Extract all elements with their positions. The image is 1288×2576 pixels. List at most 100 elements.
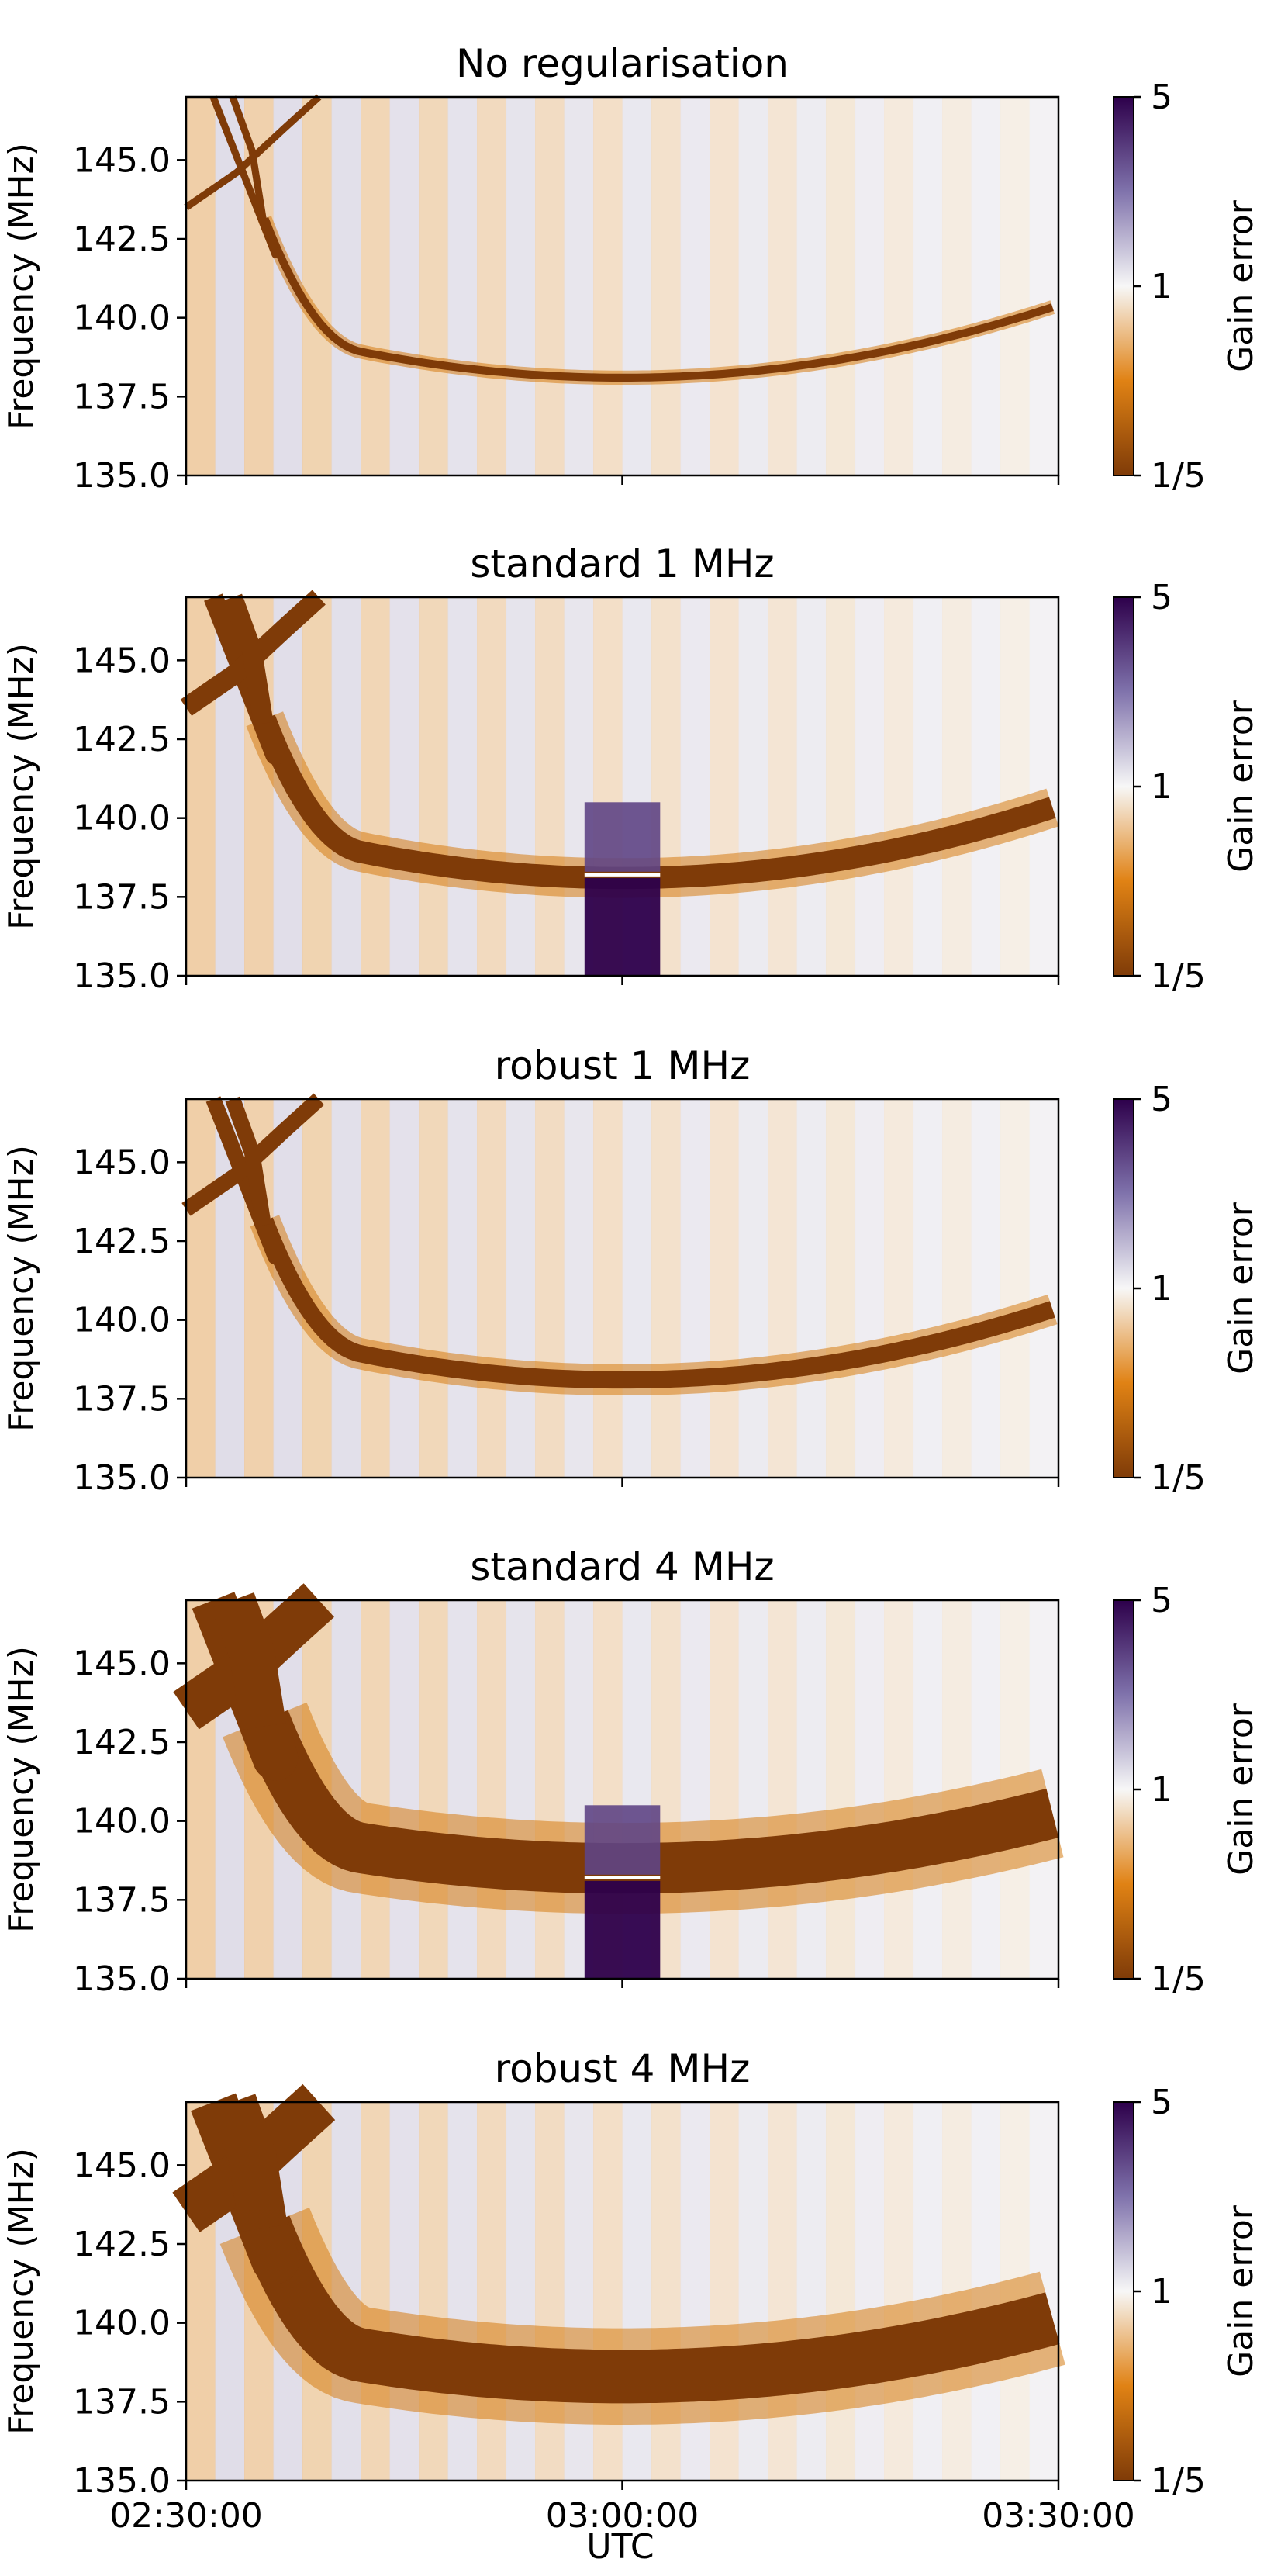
y-tick-label: 142.5: [73, 720, 171, 759]
heatmap-panel-4: standard 4 MHz 135.0 137.5 140.0 142.5 145.0 F…: [2, 1544, 1261, 1999]
y-axis-label: Frequency (MHz): [2, 2148, 41, 2435]
time-bin-cell: [506, 97, 536, 475]
time-bin-cell: [1029, 1099, 1059, 1478]
colorbar: [1113, 1098, 1134, 1478]
time-bin-cell: [884, 1099, 914, 1478]
x-tick-label: 03:30:00: [982, 2496, 1135, 2536]
time-bin-cell: [535, 2102, 565, 2481]
colorbar-tick-label: 1/5: [1151, 1458, 1206, 1498]
heatmap-panel-3: robust 1 MHz 135.0 137.5 140.0 142.5 145.0 Fre…: [2, 1043, 1261, 1498]
time-bin-cell: [942, 1099, 972, 1478]
time-bin-cell: [535, 1099, 565, 1478]
crossing-branch-3: [229, 95, 268, 224]
overshoot-region: [584, 877, 661, 976]
crossing-branch-3: [223, 593, 274, 725]
time-bin-cell: [796, 1099, 827, 1478]
time-bin-cell: [419, 97, 449, 475]
y-tick-label: 135.0: [73, 1959, 171, 1999]
y-tick-label: 142.5: [73, 1723, 171, 1762]
y-tick-label: 145.0: [73, 641, 171, 680]
time-bin-cell: [361, 97, 391, 475]
time-bin-cell: [447, 2102, 478, 2481]
time-bin-cell: [884, 597, 914, 976]
figure-xlabel: UTC: [586, 2527, 654, 2567]
time-bin-cell: [913, 2102, 943, 2481]
time-bin-cell: [796, 597, 827, 976]
x-tick-label: 03:00:00: [546, 2496, 699, 2536]
time-bin-cell: [389, 1099, 420, 1478]
time-bin-cell: [419, 1600, 449, 1979]
time-bin-cell: [913, 97, 943, 475]
time-bin-cell: [419, 1099, 449, 1478]
time-bin-cell: [1000, 597, 1031, 976]
time-bin-cell: [971, 597, 1001, 976]
heatmap-panel-1: No regularisation 135.0 137.5 140.0 142.5 145…: [2, 41, 1261, 496]
colorbar-label: Gain error: [1221, 700, 1261, 873]
time-bin-cell: [1000, 97, 1031, 475]
time-bin-cell: [680, 597, 710, 976]
y-axis-label: Frequency (MHz): [2, 1646, 41, 1933]
x-tick-label: 02:30:00: [109, 2496, 263, 2536]
time-bin-cell: [622, 1099, 652, 1478]
time-bin-cell: [855, 2102, 885, 2481]
time-bin-cell: [710, 2102, 740, 2481]
time-bin-cell: [884, 1600, 914, 1979]
resonance-arc: [240, 2215, 1060, 2404]
y-tick-label: 135.0: [73, 956, 171, 996]
y-tick-label: 137.5: [73, 1379, 171, 1419]
time-bin-cell: [971, 1099, 1001, 1478]
colorbar-tick-label: 1: [1151, 1770, 1172, 1810]
time-bin-cell: [186, 2102, 216, 2481]
time-bin-cell: [738, 597, 768, 976]
y-tick-label: 135.0: [73, 1458, 171, 1498]
overshoot-upper: [584, 802, 661, 872]
colorbar-label: Gain error: [1221, 1202, 1261, 1374]
time-bin-cell: [477, 1099, 507, 1478]
heatmap-panel-5: robust 4 MHz 135.0 137.5 140.0 142.5 145.0 Fre…: [2, 2046, 1261, 2536]
colorbar-label: Gain error: [1221, 2204, 1261, 2377]
colorbar-tick-label: 5: [1151, 78, 1172, 117]
colorbar: [1113, 1599, 1134, 1980]
colorbar: [1113, 2101, 1134, 2481]
resonance-arc: [256, 1217, 1055, 1389]
time-bin-cell: [389, 1600, 420, 1979]
time-bin-cell: [1000, 1099, 1031, 1478]
time-bin-cell: [855, 1600, 885, 1979]
y-tick-label: 137.5: [73, 1880, 171, 1920]
time-bin-cell: [535, 1600, 565, 1979]
overshoot-region: [584, 1880, 661, 1979]
time-bin-cell: [826, 1600, 856, 1979]
time-bin-cell: [768, 1099, 798, 1478]
panel-title: standard 4 MHz: [470, 1544, 774, 1589]
time-bin-cell: [796, 2102, 827, 2481]
panel-title: robust 1 MHz: [495, 1043, 751, 1088]
time-bin-cell: [680, 97, 710, 475]
time-bin-cell: [535, 597, 565, 976]
time-bin-cell: [768, 1600, 798, 1979]
time-bin-cell: [331, 97, 361, 475]
colorbar-tick-label: 1/5: [1151, 956, 1206, 996]
time-bin-cell: [477, 97, 507, 475]
y-tick-label: 145.0: [73, 2146, 171, 2185]
time-bin-cell: [419, 2102, 449, 2481]
time-bin-cell: [855, 97, 885, 475]
time-bin-cell: [913, 1099, 943, 1478]
y-tick-label: 140.0: [73, 799, 171, 838]
crossing-branch-3: [225, 1096, 271, 1227]
time-bin-cell: [768, 597, 798, 976]
colorbar-label: Gain error: [1221, 1703, 1261, 1876]
crossing-branch-2: [184, 94, 322, 211]
time-bin-cell: [361, 2102, 391, 2481]
time-bin-cell: [447, 97, 478, 475]
time-bin-cell: [302, 97, 333, 475]
time-bin-cell: [826, 1099, 856, 1478]
time-bin-cell: [622, 97, 652, 475]
colorbar: [1113, 96, 1134, 476]
y-tick-label: 140.0: [73, 1802, 171, 1841]
time-bin-cell: [884, 2102, 914, 2481]
time-bin-cell: [331, 1099, 361, 1478]
time-bin-cell: [477, 1600, 507, 1979]
time-bin-cell: [186, 97, 216, 475]
time-bin-cell: [710, 1099, 740, 1478]
